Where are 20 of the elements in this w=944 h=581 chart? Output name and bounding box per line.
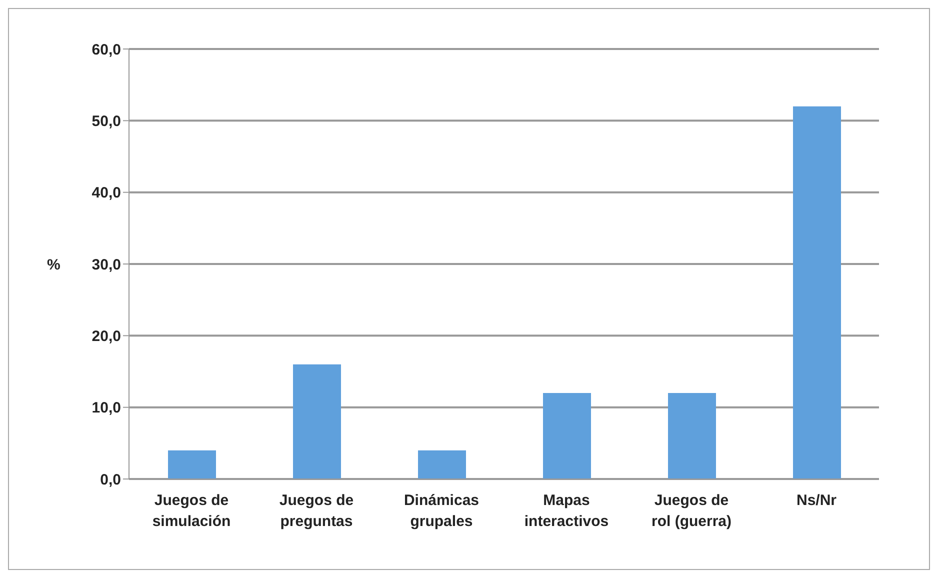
y-tick-label: 50,0 [92,112,121,130]
x-tick-label: Juegos de simulación [152,492,231,530]
bar [793,106,841,479]
x-tick-label: Ns/Nr [796,492,837,509]
bar [293,364,341,479]
y-tick-label: 0,0 [100,471,121,488]
y-tick-label: 30,0 [92,256,121,274]
bar [543,393,591,479]
x-tick-label: Mapas interactivos [524,492,609,530]
bar [668,393,716,479]
y-tick-label: 20,0 [92,328,121,345]
y-axis-title: % [47,256,60,274]
y-tick-label: 40,0 [92,184,121,202]
x-tick-label: Juegos de preguntas [279,492,354,530]
bar [418,450,466,479]
x-tick-label: Dinámicas grupales [404,492,480,530]
x-tick-label: Juegos de rol (guerra) [651,492,732,530]
y-tick-label: 60,0 [92,41,121,58]
y-tick-label: 10,0 [92,400,121,417]
bar [168,450,216,479]
